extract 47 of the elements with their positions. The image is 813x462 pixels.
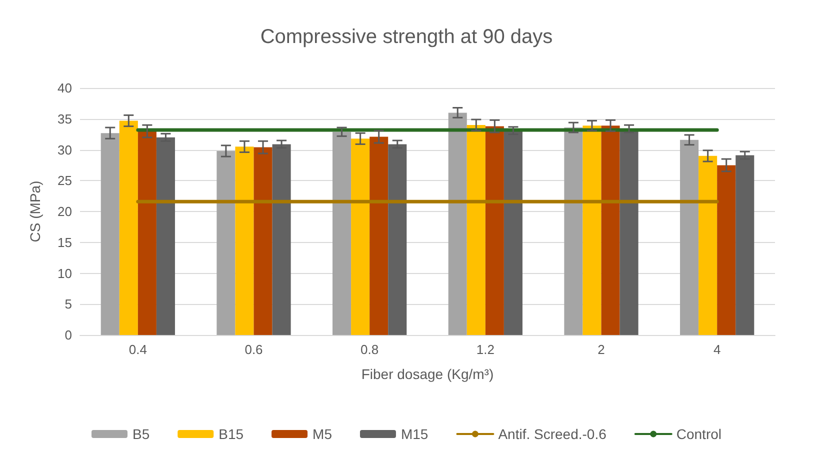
bar <box>601 126 620 335</box>
y-tick-label: 20 <box>58 204 72 219</box>
legend-label: B15 <box>218 426 244 442</box>
bar <box>717 165 736 335</box>
x-tick-label: 0.6 <box>244 342 263 357</box>
bar <box>254 147 272 335</box>
bar <box>504 130 522 335</box>
x-tick-label: 1.2 <box>476 342 494 357</box>
bar <box>466 125 486 335</box>
bar <box>272 144 291 335</box>
chart-title: Compressive strength at 90 days <box>260 26 553 48</box>
y-tick-label: 15 <box>58 234 72 250</box>
x-tick-label: 4 <box>713 342 721 357</box>
bar <box>448 112 467 335</box>
bar <box>351 138 370 335</box>
bar <box>370 136 388 335</box>
bar <box>100 133 120 335</box>
y-tick-label: 0 <box>64 328 72 342</box>
bar <box>698 156 718 335</box>
bar <box>388 144 407 335</box>
y-tick-label: 25 <box>58 173 72 188</box>
x-tick-label: 2 <box>598 342 605 357</box>
x-axis-title: Fiber dosage (Kg/m³) <box>361 366 494 382</box>
bar <box>680 140 699 335</box>
bar <box>235 146 254 335</box>
x-tick-label: 0.4 <box>128 342 147 357</box>
bar <box>485 126 504 335</box>
legend-label: M15 <box>400 426 428 442</box>
legend-label: M5 <box>312 426 332 442</box>
bar <box>216 150 236 335</box>
y-tick-label: 35 <box>58 111 72 126</box>
bar <box>119 120 138 335</box>
y-tick-label: 10 <box>58 266 72 281</box>
bar <box>332 132 352 335</box>
bar <box>582 126 602 335</box>
y-tick-label: 40 <box>58 80 72 96</box>
legend-label: Antif. Screed.-0.6 <box>498 426 607 442</box>
legend-label: B5 <box>132 426 150 442</box>
y-tick-label: 5 <box>64 296 72 312</box>
y-tick-label: 30 <box>58 142 72 158</box>
legend-label: Control <box>676 426 722 442</box>
bar <box>156 137 175 335</box>
bar <box>564 128 583 335</box>
x-tick-label: 0.8 <box>360 342 379 357</box>
bar <box>138 131 156 335</box>
y-axis-title: CS (MPa) <box>27 180 43 242</box>
bar <box>736 155 754 335</box>
